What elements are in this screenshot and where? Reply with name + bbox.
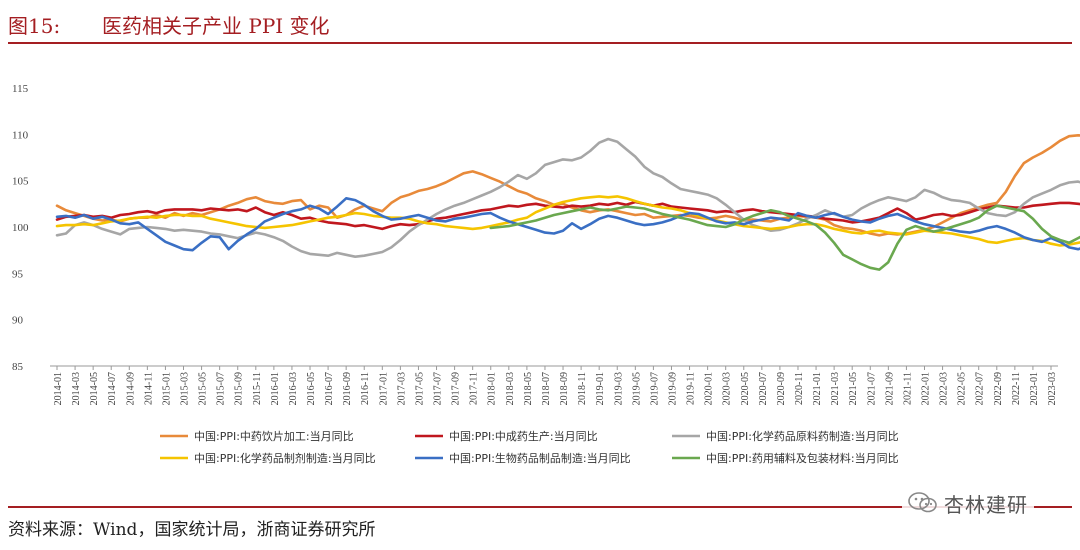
- y-tick-label: 105: [12, 176, 29, 188]
- x-tick-label: 2020-03: [722, 372, 733, 405]
- x-tick-label: 2021-03: [830, 372, 841, 405]
- series-line-5: [55, 197, 1080, 252]
- x-tick-label: 2020-11: [794, 372, 805, 405]
- x-tick-label: 2015-11: [252, 372, 263, 405]
- watermark: 杏林建研: [902, 486, 1034, 520]
- figure-label: 图15:: [8, 14, 61, 38]
- x-tick-label: 2021-07: [866, 372, 877, 405]
- x-tick-label: 2020-05: [740, 372, 751, 405]
- x-tick-label: 2022-07: [975, 372, 986, 405]
- x-tick-label: 2017-07: [433, 372, 444, 405]
- x-tick-label: 2018-07: [541, 372, 552, 405]
- x-tick-label: 2021-01: [812, 372, 823, 405]
- y-tick-label: 115: [12, 83, 29, 95]
- source-note: 资料来源：Wind，国家统计局，浙商证券研究所: [8, 520, 376, 540]
- x-tick-label: 2017-09: [451, 372, 462, 405]
- x-tick-label: 2014-01: [53, 372, 64, 405]
- x-tick-label: 2022-03: [939, 372, 950, 405]
- y-tick-label: 100: [12, 222, 29, 234]
- watermark-text: 杏林建研: [944, 492, 1028, 517]
- x-tick-label: 2014-07: [107, 372, 118, 405]
- x-tick-label: 2022-05: [957, 372, 968, 405]
- x-tick-label: 2016-07: [324, 372, 335, 405]
- legend-label: 中国:PPI:药用辅料及包装材料:当月同比: [706, 451, 899, 465]
- x-tick-label: 2016-03: [288, 372, 299, 405]
- y-tick-label: 90: [12, 315, 24, 327]
- x-tick-label: 2014-09: [125, 372, 136, 405]
- legend-label: 中国:PPI:化学药品制剂制造:当月同比: [194, 451, 376, 465]
- x-tick-label: 2023-03: [1047, 372, 1058, 405]
- x-tick-label: 2018-11: [577, 372, 588, 405]
- x-tick-label: 2022-01: [920, 372, 931, 405]
- x-tick-label: 2019-01: [595, 372, 606, 405]
- x-tick-label: 2018-05: [523, 372, 534, 405]
- page-title: 医药相关子产业 PPI 变化: [102, 14, 330, 38]
- series-line-6: [489, 204, 1080, 271]
- x-tick-label: 2019-03: [613, 372, 624, 405]
- x-tick-label: 2022-11: [1011, 372, 1022, 405]
- x-tick-label: 2016-05: [306, 372, 317, 405]
- x-tick-label: 2016-11: [360, 372, 371, 405]
- x-tick-label: 2022-09: [993, 372, 1004, 405]
- x-tick-label: 2016-09: [342, 372, 353, 405]
- series-line-1: [55, 134, 1080, 237]
- x-tick-label: 2017-01: [378, 372, 389, 405]
- legend-label: 中国:PPI:化学药品原料药制造:当月同比: [706, 429, 899, 443]
- x-tick-label: 2014-05: [89, 372, 100, 405]
- ppi-line-chart: 85 90 95 100 105 110 115 2014-01 2014-03 2014-05 2…: [12, 83, 1080, 465]
- x-tick-label: 2015-09: [234, 372, 245, 405]
- x-tick-label: 2020-09: [776, 372, 787, 405]
- wechat-icon: [908, 492, 937, 513]
- x-tick-label: 2019-11: [686, 372, 697, 405]
- x-tick-label: 2018-03: [505, 372, 516, 405]
- x-tick-label: 2020-01: [704, 372, 715, 405]
- x-tick-label: 2019-05: [631, 372, 642, 405]
- series-line-3: [55, 137, 1080, 258]
- y-tick-label: 110: [12, 129, 29, 141]
- legend-label: 中国:PPI:生物药品制品制造:当月同比: [449, 451, 631, 465]
- title-bar: 图15: 医药相关子产业 PPI 变化: [8, 6, 1072, 44]
- x-tick-label: 2014-03: [71, 372, 82, 405]
- x-tick-label: 2023-01: [1029, 372, 1040, 405]
- y-tick-label: 85: [12, 361, 24, 373]
- x-tick-label: 2019-07: [649, 372, 660, 405]
- x-tick-label: 2015-07: [216, 372, 227, 405]
- x-tick-label: 2015-01: [161, 372, 172, 405]
- x-tick-label: 2017-11: [469, 372, 480, 405]
- x-tick-label: 2020-07: [758, 372, 769, 405]
- x-tick-label: 2018-09: [559, 372, 570, 405]
- x-tick-label: 2021-09: [884, 372, 895, 405]
- x-tick-label: 2021-05: [848, 372, 859, 405]
- series-line-4: [55, 195, 1080, 247]
- legend-label: 中国:PPI:中药饮片加工:当月同比: [194, 429, 354, 443]
- y-tick-label: 95: [12, 268, 24, 280]
- x-tick-label: 2021-11: [902, 372, 913, 405]
- x-tick-label: 2017-03: [396, 372, 407, 405]
- legend-label: 中国:PPI:中成药生产:当月同比: [449, 429, 598, 443]
- x-tick-label: 2016-01: [270, 372, 281, 405]
- x-tick-label: 2014-11: [143, 372, 154, 405]
- footer-divider: [8, 506, 1072, 508]
- x-tick-label: 2019-09: [667, 372, 678, 405]
- x-tick-label: 2017-05: [414, 372, 425, 405]
- x-tick-label: 2015-03: [180, 372, 191, 405]
- series-line-2: [55, 200, 1080, 231]
- x-tick-label: 2015-05: [198, 372, 209, 405]
- x-tick-label: 2018-01: [487, 372, 498, 405]
